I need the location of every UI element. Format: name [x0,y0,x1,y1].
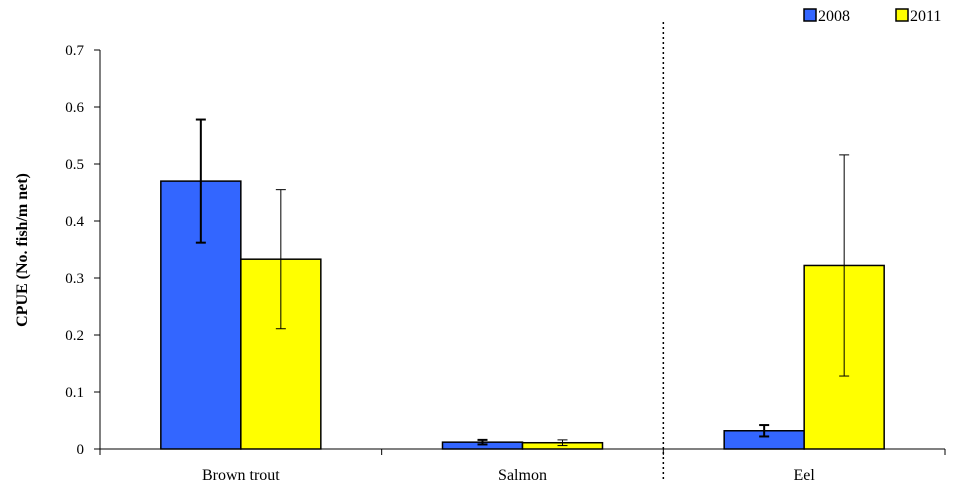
category-label: Brown trout [202,467,280,484]
y-tick-label: 0.4 [65,214,84,230]
y-tick-label: 0.1 [65,385,84,401]
y-tick-label: 0.5 [65,157,84,173]
y-tick-label: 0.6 [65,100,84,116]
category-label: Salmon [498,467,547,484]
legend-label-2011: 2011 [910,8,941,25]
axes: 0 0.1 0.2 0.3 0.4 0.5 0.6 0.7 [65,22,946,482]
legend-swatch-2011 [895,8,909,22]
category-labels: Brown trout Salmon Eel [202,467,815,484]
bars [160,118,885,450]
y-tick-label: 0.7 [65,43,84,59]
legend: 2008 2011 [803,8,941,25]
y-tick-label: 0.3 [65,271,84,287]
category-label: Eel [794,467,816,484]
legend-swatch-2008 [803,8,817,22]
y-tick-label: 0 [77,442,85,458]
y-axis-title: CPUE (No. fish/m net) [14,173,31,327]
y-tick-label: 0.2 [65,328,84,344]
legend-label-2008: 2008 [818,8,850,25]
